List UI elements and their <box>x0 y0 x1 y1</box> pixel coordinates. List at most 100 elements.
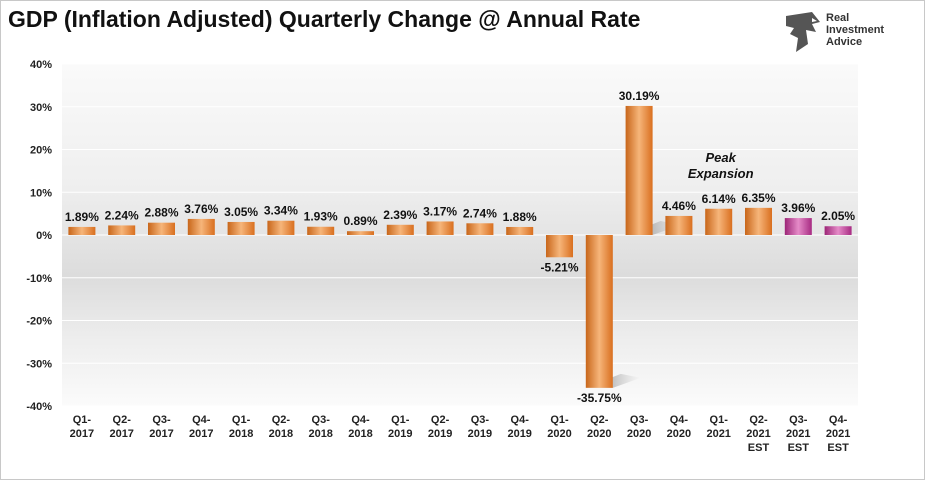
x-tick-label: 2020 <box>547 428 571 440</box>
y-tick-label: 20% <box>30 145 52 157</box>
x-tick-label: Q1- <box>232 414 251 426</box>
bar <box>426 221 454 235</box>
x-tick-label: 2018 <box>308 428 332 440</box>
data-label: 1.93% <box>304 210 338 224</box>
x-tick-label: Q1- <box>710 414 729 426</box>
bar <box>108 225 136 235</box>
x-tick-label: Q3- <box>152 414 171 426</box>
bar <box>267 220 295 235</box>
x-tick-label: 2017 <box>109 428 133 440</box>
x-tick-label: Q4- <box>511 414 530 426</box>
bar <box>307 226 335 235</box>
annotation-text: Expansion <box>688 166 754 181</box>
x-tick-label: 2020 <box>627 428 651 440</box>
x-tick-label: Q2- <box>749 414 768 426</box>
x-tick-label: 2020 <box>587 428 611 440</box>
data-label: 1.88% <box>503 210 537 224</box>
data-label: 2.05% <box>821 209 855 223</box>
bar <box>187 218 215 235</box>
data-label: 3.17% <box>423 204 457 218</box>
data-label: 6.35% <box>741 191 775 205</box>
bar <box>386 224 414 235</box>
x-tick-label: Q4- <box>670 414 689 426</box>
x-tick-label: 2017 <box>149 428 173 440</box>
chart-title: GDP (Inflation Adjusted) Quarterly Chang… <box>8 6 641 32</box>
bars <box>68 105 852 388</box>
bar <box>148 222 175 235</box>
y-axis: 40% 30% 20% 10% 0% -10% -20% -30% -40% <box>26 59 52 413</box>
logo-line-3: Advice <box>826 36 863 48</box>
logo-line-2: Investment <box>826 24 885 36</box>
bar <box>68 226 96 235</box>
data-label: 2.24% <box>105 208 139 222</box>
data-label: 2.74% <box>463 206 497 220</box>
x-tick-label: Q4- <box>192 414 211 426</box>
bar <box>585 235 613 388</box>
data-label: 1.89% <box>65 210 99 224</box>
bar <box>665 215 693 235</box>
x-tick-label: Q2- <box>272 414 291 426</box>
annotation-text: Peak <box>706 150 737 165</box>
x-tick-label: Q2- <box>113 414 132 426</box>
x-tick-label: Q2- <box>431 414 450 426</box>
x-tick-label: 2017 <box>70 428 94 440</box>
x-tick-label: Q1- <box>550 414 569 426</box>
data-label: 4.46% <box>662 199 696 213</box>
x-tick-label: Q4- <box>351 414 370 426</box>
data-label: 2.39% <box>383 208 417 222</box>
x-tick-label: Q3- <box>471 414 490 426</box>
bar <box>784 218 812 235</box>
x-tick-label: 2018 <box>229 428 253 440</box>
gridlines <box>62 63 858 407</box>
bar <box>824 226 852 235</box>
x-tick-label: Q1- <box>73 414 92 426</box>
x-tick-label: Q3- <box>789 414 808 426</box>
bar <box>546 235 573 258</box>
bar <box>745 207 772 235</box>
x-axis: Q1- 2017 Q2- 2017 Q3- 2017 Q4- 2017 Q1- 2018 Q2- 20… <box>70 414 851 454</box>
x-tick-label: 2017 <box>189 428 213 440</box>
x-tick-label: 2021 <box>746 428 770 440</box>
x-tick-label: Q1- <box>391 414 410 426</box>
y-tick-label: -30% <box>26 358 52 370</box>
bar <box>347 231 374 235</box>
data-label: -35.75% <box>577 391 622 405</box>
x-tick-label: EST <box>827 442 849 454</box>
x-tick-label: EST <box>748 442 770 454</box>
x-tick-label: 2018 <box>269 428 293 440</box>
y-tick-label: 0% <box>36 230 52 242</box>
x-tick-label: 2019 <box>507 428 531 440</box>
y-tick-label: -20% <box>26 316 52 328</box>
bar <box>705 208 733 235</box>
data-label: 3.96% <box>781 201 815 215</box>
y-tick-label: -10% <box>26 273 52 285</box>
y-tick-label: -40% <box>26 401 52 413</box>
x-tick-label: 2020 <box>667 428 691 440</box>
x-tick-label: Q3- <box>312 414 331 426</box>
x-tick-label: 2019 <box>468 428 492 440</box>
data-labels: 1.89% 2.24% 2.88% 3.76% 3.05% 3.34% 1.93% 0.89%… <box>65 89 856 405</box>
data-label: 2.88% <box>144 206 178 220</box>
x-tick-label: 2019 <box>388 428 412 440</box>
bar <box>506 226 534 235</box>
data-label: 3.34% <box>264 204 298 218</box>
x-tick-label: Q2- <box>590 414 609 426</box>
x-tick-label: 2021 <box>786 428 810 440</box>
x-tick-label: 2018 <box>348 428 372 440</box>
brand-logo: Real Investment Advice <box>782 10 912 60</box>
y-tick-label: 30% <box>30 102 52 114</box>
data-label: 30.19% <box>619 89 660 103</box>
data-label: 0.89% <box>343 214 377 228</box>
bar <box>466 223 494 235</box>
x-tick-label: Q3- <box>630 414 649 426</box>
x-tick-label: 2021 <box>706 428 730 440</box>
data-label: 3.76% <box>184 202 218 216</box>
x-tick-label: 2019 <box>428 428 452 440</box>
eagle-head-icon <box>786 12 820 52</box>
x-tick-label: 2021 <box>826 428 850 440</box>
x-tick-label: Q4- <box>829 414 848 426</box>
data-label: 6.14% <box>702 192 736 206</box>
data-label: 3.05% <box>224 205 258 219</box>
